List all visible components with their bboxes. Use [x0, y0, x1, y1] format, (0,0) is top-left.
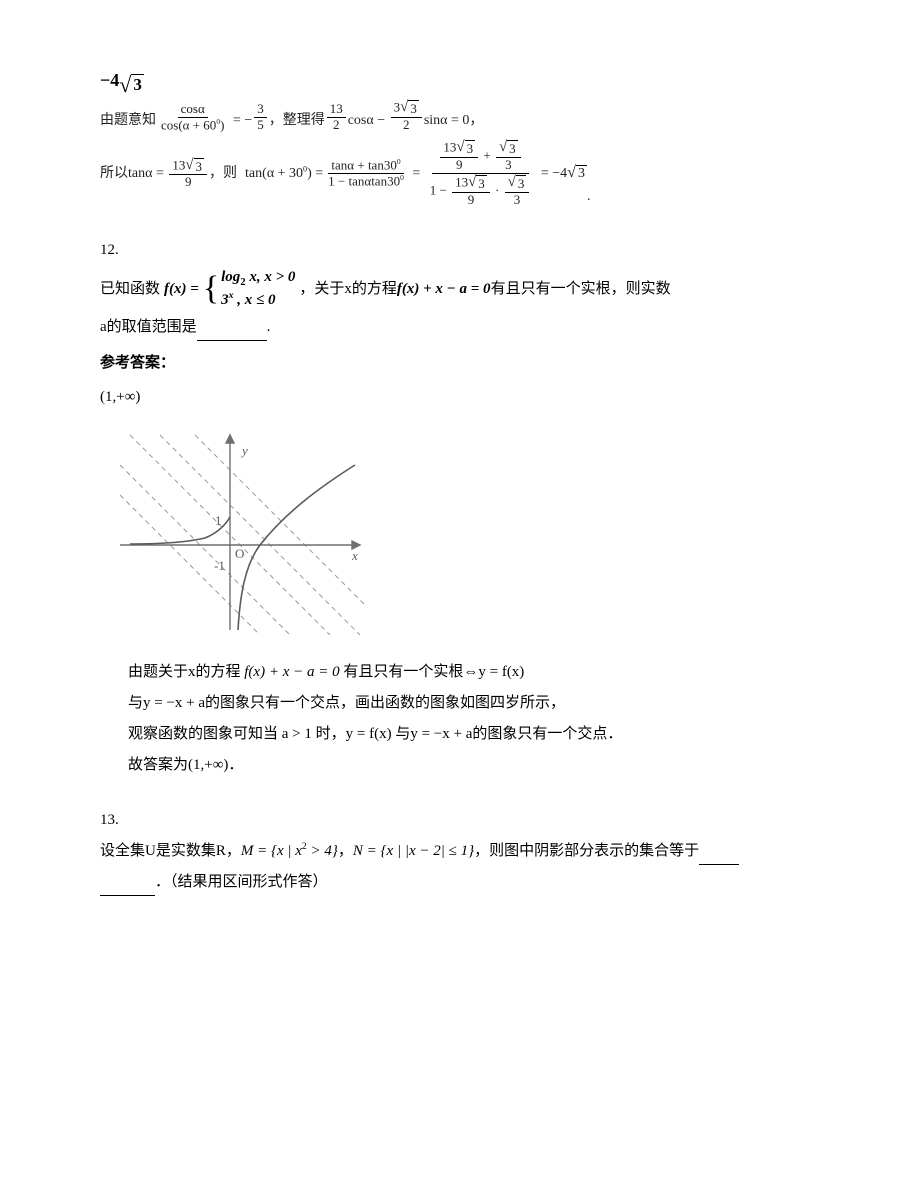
tan: tanα =: [128, 161, 164, 186]
text: ．（结果用区间形式作答）: [155, 869, 328, 896]
piecewise: { log2 x, x > 0 3x , x ≤ 0: [203, 268, 296, 310]
svg-text:O: O: [235, 546, 244, 561]
text: 有且只有一个实根⇔y = f(x): [343, 659, 524, 686]
answer-blank: [197, 324, 267, 342]
eq: f(x) + x − a = 0: [397, 276, 491, 303]
text: 故答案为(1,+∞)．: [128, 752, 243, 779]
q12-number: 12.: [100, 237, 830, 264]
q13-line2: ．（结果用区间形式作答）: [100, 869, 830, 896]
big-frac-2: 13√39 + √33 1 − 13√39 · √33: [424, 139, 538, 209]
svg-text:y: y: [240, 443, 248, 458]
q12-answer-value: (1,+∞): [100, 384, 830, 411]
eq: = −: [229, 108, 252, 133]
svg-text:x: x: [351, 548, 358, 563]
svg-text:-1: -1: [214, 558, 225, 573]
q12-stem-line1: 已知函数 f(x) = { log2 x, x > 0 3x , x ≤ 0 ，…: [100, 268, 830, 310]
answer-heading: 参考答案：: [100, 349, 830, 376]
text: 已知函数: [100, 276, 160, 303]
frac-3r3-2: 3√3 2: [391, 100, 422, 133]
text: 由题关于x的方程: [128, 659, 241, 686]
answer-blank-cont: [100, 879, 155, 897]
text: 与y = −x + a的图象只有一个交点，画出函数的图象如图四岁所示，: [128, 690, 565, 717]
text: 由题意知: [100, 108, 156, 133]
text: 有且只有一个实根，则实数: [491, 276, 671, 303]
text: ，整理得: [269, 108, 325, 133]
period: .: [587, 184, 591, 209]
text: 所以: [100, 161, 128, 186]
frac-cos: cosα cos(α + 600): [158, 102, 227, 133]
text: ，关于x的方程: [299, 276, 397, 303]
text: a的取值范围是: [100, 314, 197, 341]
text: ，则图中阴影部分表示的集合等于: [474, 838, 699, 865]
q13-line1: 设全集U是实数集R， M = {x | x2 > 4} ， N = {x | |…: [100, 838, 830, 865]
text: ，则: [209, 161, 237, 186]
comma: ，: [469, 108, 483, 133]
q11-line2: 所以 tanα = 13√3 9 ，则 tan(α + 300) = tanα …: [100, 139, 830, 209]
answer-blank: [699, 848, 739, 866]
comma: ，: [338, 838, 353, 865]
set-m: M = {x | x2 > 4}: [241, 838, 338, 865]
eq: f(x) + x − a = 0: [241, 659, 344, 686]
q12-explanation: 由题关于x的方程 f(x) + x − a = 0 有且只有一个实根⇔y = f…: [100, 659, 830, 779]
cond: a > 1: [278, 721, 316, 748]
period: .: [267, 314, 271, 341]
text: 观察函数的图象可知当: [128, 721, 278, 748]
text: 设全集U是实数集R，: [100, 838, 241, 865]
txt: cosα: [348, 108, 374, 133]
frac-13r3-9: 13√3 9: [169, 158, 207, 191]
svg-text:1: 1: [215, 513, 222, 528]
q12-stem-line2: a的取值范围是 .: [100, 314, 830, 341]
set-n: N = {x | |x − 2| ≤ 1}: [353, 838, 474, 865]
big-frac-1: tanα + tan300 1 − tanαtan300: [325, 158, 407, 190]
frac-13-2: 13 2: [327, 102, 346, 133]
frac-3-5: 3 5: [254, 102, 267, 133]
text: 时，y = f(x) 与y = −x + a的图象只有一个交点．: [316, 721, 623, 748]
q13-number: 13.: [100, 807, 830, 834]
q11-line1: 由题意知 cosα cos(α + 600) = − 3 5 ，整理得 13 2…: [100, 100, 830, 133]
q12-graph: y x O 1 -1: [110, 425, 830, 645]
txt: sinα = 0: [424, 108, 470, 133]
q11-headline: −4 √3: [100, 64, 830, 96]
